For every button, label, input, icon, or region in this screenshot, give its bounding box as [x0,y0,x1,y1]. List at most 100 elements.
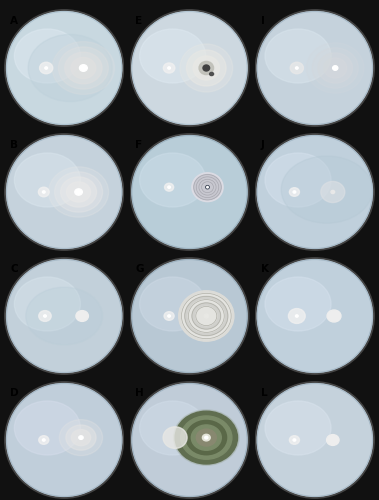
Ellipse shape [140,401,206,455]
Ellipse shape [42,439,45,441]
Ellipse shape [196,429,216,446]
Ellipse shape [203,65,210,71]
Ellipse shape [255,134,374,250]
Ellipse shape [196,177,219,198]
Ellipse shape [60,420,103,456]
Ellipse shape [42,191,45,193]
Ellipse shape [61,177,97,207]
Ellipse shape [265,153,331,207]
Ellipse shape [290,436,299,444]
Ellipse shape [333,66,338,70]
Ellipse shape [5,382,124,498]
Ellipse shape [290,62,304,74]
Ellipse shape [14,401,80,455]
Text: F: F [136,140,143,150]
Ellipse shape [321,182,345,203]
Text: H: H [136,388,144,398]
Ellipse shape [38,187,49,197]
Ellipse shape [265,29,331,83]
Ellipse shape [26,287,103,345]
Ellipse shape [265,401,331,455]
Ellipse shape [186,50,226,86]
Ellipse shape [324,58,347,78]
Ellipse shape [281,156,373,223]
Ellipse shape [207,186,208,188]
Ellipse shape [5,10,124,126]
Text: B: B [10,140,18,150]
Ellipse shape [132,384,247,496]
Ellipse shape [199,62,213,74]
Ellipse shape [130,10,249,126]
Ellipse shape [164,312,174,320]
Ellipse shape [65,52,102,84]
Ellipse shape [130,134,249,250]
Ellipse shape [39,62,53,74]
Ellipse shape [182,294,231,339]
Text: A: A [10,16,18,26]
Ellipse shape [331,190,335,194]
Ellipse shape [192,303,221,329]
Ellipse shape [79,436,83,440]
Ellipse shape [318,53,352,83]
Ellipse shape [194,174,221,200]
Ellipse shape [196,306,217,326]
Ellipse shape [293,191,296,193]
Ellipse shape [140,153,206,207]
Ellipse shape [312,48,358,88]
Ellipse shape [206,186,209,189]
Ellipse shape [140,29,206,83]
Ellipse shape [6,12,122,124]
Ellipse shape [49,167,108,217]
Ellipse shape [14,277,80,331]
Text: J: J [261,140,265,150]
Ellipse shape [255,10,374,126]
Ellipse shape [45,67,47,69]
Ellipse shape [188,300,224,332]
Ellipse shape [192,173,223,202]
Ellipse shape [75,189,82,195]
Ellipse shape [175,411,238,464]
Ellipse shape [255,382,374,498]
Ellipse shape [202,434,210,441]
Ellipse shape [257,12,373,124]
Ellipse shape [290,188,299,196]
Ellipse shape [52,42,114,94]
Ellipse shape [58,47,108,89]
Ellipse shape [265,277,331,331]
Ellipse shape [174,410,239,466]
Ellipse shape [67,182,91,202]
Ellipse shape [296,67,298,69]
Text: K: K [261,264,269,274]
Ellipse shape [191,425,221,450]
Ellipse shape [168,315,171,317]
Ellipse shape [288,308,305,324]
Ellipse shape [293,439,296,441]
Ellipse shape [66,425,96,450]
Ellipse shape [163,63,175,73]
Ellipse shape [307,43,364,93]
Ellipse shape [163,427,187,448]
Text: C: C [10,264,18,274]
Ellipse shape [132,12,247,124]
Ellipse shape [140,277,206,331]
Ellipse shape [193,56,219,80]
Ellipse shape [179,291,234,341]
Text: E: E [136,16,143,26]
Ellipse shape [168,186,171,188]
Text: L: L [261,388,268,398]
Ellipse shape [180,44,233,92]
Ellipse shape [44,315,46,317]
Ellipse shape [164,183,174,191]
Ellipse shape [210,72,213,76]
Ellipse shape [185,296,228,336]
Ellipse shape [14,153,80,207]
Ellipse shape [6,260,122,372]
Ellipse shape [327,434,339,446]
Ellipse shape [199,180,216,195]
Ellipse shape [39,436,49,444]
Ellipse shape [39,310,51,322]
Text: G: G [136,264,144,274]
Ellipse shape [28,34,112,102]
Ellipse shape [204,314,208,318]
Ellipse shape [257,260,373,372]
